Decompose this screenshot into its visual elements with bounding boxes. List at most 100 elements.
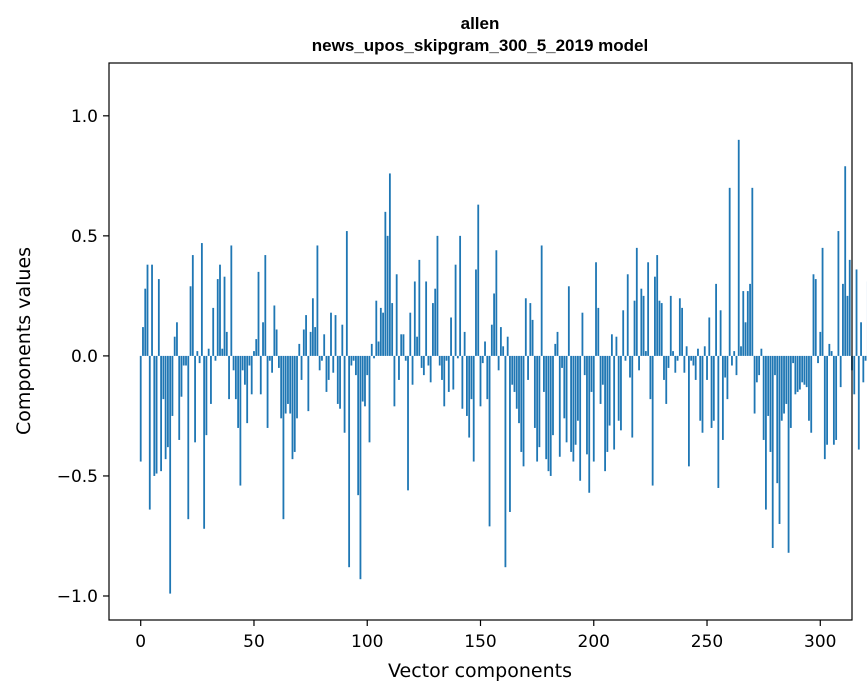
bar [391, 303, 394, 356]
bar [456, 355, 459, 359]
bar [373, 355, 375, 359]
bar [425, 281, 428, 356]
bar [248, 355, 251, 366]
bar [386, 235, 389, 356]
bar [237, 355, 240, 428]
bar [721, 355, 724, 440]
x-tick-label: 150 [464, 632, 496, 652]
bar [601, 355, 604, 385]
bar [146, 264, 149, 356]
bar [577, 355, 579, 421]
bar [783, 355, 785, 414]
bar [771, 355, 774, 548]
bar [660, 303, 663, 356]
bar [427, 355, 430, 366]
bar [327, 355, 330, 380]
bar [479, 355, 482, 407]
bar [413, 281, 416, 356]
bar [484, 341, 486, 356]
x-tick-label: 50 [243, 632, 265, 652]
x-tick-label: 300 [804, 632, 836, 652]
bar [230, 245, 233, 356]
bar [597, 307, 600, 356]
bar [284, 355, 287, 414]
bar [765, 355, 767, 510]
bar [153, 355, 156, 476]
bar [792, 355, 795, 364]
bar [758, 355, 761, 376]
bar [384, 211, 387, 356]
bar [300, 355, 303, 380]
bar [735, 355, 738, 376]
bar [864, 355, 867, 361]
bar [644, 351, 647, 356]
bar [493, 293, 495, 356]
bar [538, 355, 541, 448]
bar [681, 307, 684, 356]
bar [685, 346, 688, 356]
bar [751, 187, 754, 356]
bar [495, 250, 498, 356]
bar [463, 331, 466, 356]
bar [259, 355, 262, 395]
bar [416, 336, 418, 356]
bar [266, 355, 269, 428]
bar [207, 348, 210, 356]
bar [452, 355, 455, 390]
bar [298, 343, 301, 356]
bar [814, 279, 817, 356]
bar [225, 331, 228, 356]
bar [191, 255, 194, 356]
bar [468, 355, 471, 438]
bar [663, 355, 665, 380]
bar [753, 355, 756, 414]
bar [198, 355, 201, 364]
bar [277, 355, 280, 368]
bar [572, 355, 575, 462]
bar [624, 355, 627, 361]
bar [823, 355, 826, 460]
bar [271, 355, 273, 373]
bar [570, 355, 573, 452]
bar [228, 355, 230, 400]
bar [341, 324, 344, 356]
bar [543, 355, 545, 392]
bar [683, 355, 686, 373]
bar [151, 264, 153, 356]
bar [812, 274, 815, 356]
bar [447, 355, 450, 392]
bar [345, 231, 348, 356]
bar [842, 283, 844, 356]
bar [654, 276, 656, 356]
bar [488, 355, 491, 527]
bar [769, 355, 772, 452]
bar [262, 322, 264, 356]
y-tick-label: 0.5 [71, 227, 98, 247]
bar [649, 355, 652, 400]
bar [216, 279, 219, 356]
bar [787, 355, 790, 553]
x-tick-label: 100 [351, 632, 383, 652]
bar [561, 355, 563, 368]
bar [513, 355, 516, 392]
bar [848, 259, 851, 356]
bar [805, 355, 808, 388]
y-tick-label: 0.0 [71, 347, 98, 367]
bar [599, 355, 602, 404]
bar [780, 355, 783, 421]
x-axis-label: Vector components [388, 660, 572, 682]
bar [690, 355, 693, 361]
bar [497, 355, 500, 371]
bar [717, 355, 720, 488]
bar [658, 300, 661, 356]
bar [862, 355, 865, 383]
bar [332, 355, 335, 373]
plot-frame [108, 62, 853, 621]
bar [291, 355, 294, 460]
bar [142, 327, 144, 356]
bar [382, 312, 384, 356]
bar [708, 317, 711, 356]
bar [377, 341, 380, 356]
bar [667, 355, 670, 368]
bar [762, 355, 765, 440]
